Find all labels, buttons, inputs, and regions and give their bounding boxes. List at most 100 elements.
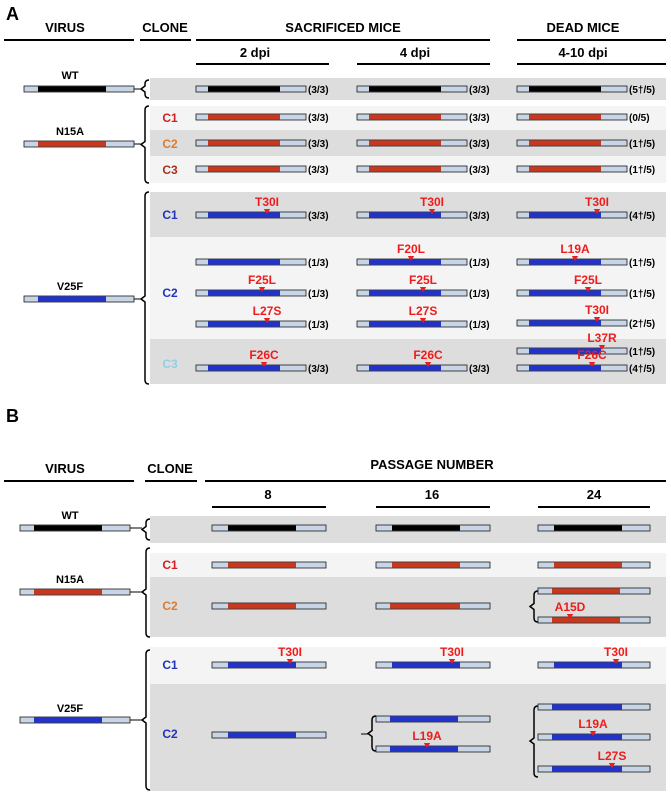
a-sub-dead: 4-10 dpi <box>558 45 607 60</box>
a-v-c2-d2_r2-count: (1/3) <box>308 289 329 300</box>
b-virus-v25f-genome-core <box>34 717 102 723</box>
b-wt-p16-genome-core <box>392 525 460 531</box>
a-wt-d4-genome-core <box>369 86 441 92</box>
a-n-c2-dead-genome <box>516 139 628 147</box>
a-v-c2-d4_r3-genome <box>356 320 468 328</box>
b-v-c2-p24-r2-genome-core <box>552 734 622 740</box>
a-v-c2-dead_r2-count: (1†/5) <box>629 289 655 300</box>
a-virus-n15a-genome <box>23 140 135 148</box>
a-v-c3-d4-count: (3/3) <box>469 364 490 375</box>
b-v-c1-p24-mut-label: T30I <box>604 645 628 659</box>
a-v-c2-dead_r1-genome <box>516 258 628 266</box>
a-v-c2-dead_r3-mut-marker <box>593 317 601 322</box>
a-virus-n15a-genome-core <box>38 141 106 147</box>
a-virus-wt-genome <box>23 85 135 93</box>
a-v-c1-d2-genome-core <box>208 212 280 218</box>
b-v-c2-p8-genome-core <box>228 732 296 738</box>
b-clone-n-c2: C2 <box>162 599 178 613</box>
b-v-c2-p8-genome <box>211 731 327 739</box>
a-v-c2-d4_r1-genome-core <box>369 259 441 265</box>
b-col-virus: VIRUS <box>45 461 85 476</box>
b-n-c2-p24-mut-marker <box>566 614 574 619</box>
a-v-c2-dead_r3-mut-label: T30I <box>585 303 609 317</box>
b-virus-v25f-genome <box>19 716 131 724</box>
a-v-c1-dead-mut-marker <box>593 209 601 214</box>
b-v-c1-p24-genome <box>537 661 651 669</box>
a-v-c2-d2_r1-genome-core <box>208 259 280 265</box>
a-n-c2-d2-genome-core <box>208 140 280 146</box>
a-clone-n-c1: C1 <box>162 111 178 125</box>
b-n-c2-p8-genome-core <box>228 603 296 609</box>
a-v-c2-d4_r2-count: (1/3) <box>469 289 490 300</box>
a-v-c2-d4_r1-mut-label: F20L <box>397 242 425 256</box>
b-v-c1-p8-genome <box>211 661 327 669</box>
panel-a-label: A <box>6 4 19 24</box>
b-v-c2-p24-r1-genome <box>537 703 651 711</box>
a-band-v-c3 <box>150 339 666 384</box>
a-v-c3-d2-mut-marker <box>260 362 268 367</box>
a-wt-d2-genome <box>195 85 307 93</box>
a-bracket-n15a <box>139 105 150 184</box>
a-v-c3-d4-genome <box>356 364 468 372</box>
a-v-c2-d4_r3-count: (1/3) <box>469 320 490 331</box>
b-v-c2-p24-mut2-label: L27S <box>598 749 627 763</box>
b-bracket-wt <box>140 518 151 541</box>
b-v-c2-p24-r2-genome <box>537 733 651 741</box>
a-v-c2-d4_r3-genome-core <box>369 321 441 327</box>
b-n-c1-p8-genome-core <box>228 562 296 568</box>
a-v-c2-d2_r1-count: (1/3) <box>308 258 329 269</box>
a-n-c1-d2-count: (3/3) <box>308 113 329 124</box>
b-v-c2-p24-r3-genome <box>537 765 651 773</box>
a-virus-v25f-genome-core <box>38 296 106 302</box>
a-n-c1-dead-genome-core <box>529 114 601 120</box>
a-v-c2-d2_r3-genome <box>195 320 307 328</box>
a-v-c1-dead-genome <box>516 211 628 219</box>
b-n-c2-p24-r1-genome <box>537 587 651 595</box>
b-clone-v-c2: C2 <box>162 727 178 741</box>
a-sub-4dpi: 4 dpi <box>400 45 430 60</box>
b-v-c2-p16-mut-label: L19A <box>412 729 442 743</box>
b-v-c2-p16-r2-genome <box>375 745 491 753</box>
a-v-c2-d2_r3-genome-core <box>208 321 280 327</box>
a-col-virus: VIRUS <box>45 20 85 35</box>
a-v-c3-d2-genome-core <box>208 365 280 371</box>
b-virus-n15a-genome <box>19 588 131 596</box>
a-v-c1-d2-genome <box>195 211 307 219</box>
a-v-c1-d4-genome <box>356 211 468 219</box>
a-v-c1-d4-genome-core <box>369 212 441 218</box>
a-v-c2-d4_r1-mut-marker <box>407 256 415 261</box>
a-v-c3-d2-mut-label: F26C <box>249 348 279 362</box>
a-v-c2-dead_r3-genome-core <box>529 320 601 326</box>
a-bracket-v25f <box>139 191 150 385</box>
a-wt-d4-count: (3/3) <box>469 85 490 96</box>
a-wt-dead-genome-core <box>529 86 601 92</box>
a-virus-n15a-label: N15A <box>56 126 84 138</box>
a-v-c1-dead-mut-label: T30I <box>585 195 609 209</box>
a-clone-n-c2: C2 <box>162 137 178 151</box>
a-v-c2-dead_r1-genome-core <box>529 259 601 265</box>
a-v-c2-dead_r2-mut-marker <box>584 287 592 292</box>
a-wt-dead-count: (5†/5) <box>629 85 655 96</box>
a-v-c3-dead-mut-marker <box>588 362 596 367</box>
a-virus-wt-label: WT <box>61 70 78 82</box>
a-sub-2dpi: 2 dpi <box>240 45 270 60</box>
b-v-c2-p16-r1-genome-core <box>390 716 458 722</box>
b-v-c1-p16-genome-core <box>392 662 460 668</box>
a-v-c3-dead-mut-label: F26C <box>577 348 607 362</box>
a-v-c2-d2_r3-count: (1/3) <box>308 320 329 331</box>
a-n-c3-d4-count: (3/3) <box>469 165 490 176</box>
a-v-c2-d4_r2-mut-marker <box>419 287 427 292</box>
a-v-c1-d2-mut-label: T30I <box>255 195 279 209</box>
b-sub-p16: 16 <box>425 487 439 502</box>
a-clone-n-c3: C3 <box>162 163 178 177</box>
b-sub-p24: 24 <box>587 487 602 502</box>
a-v-c2-d2_r3-mut-label: L27S <box>253 304 282 318</box>
a-col-sacrificed: SACRIFICED MICE <box>285 20 401 35</box>
b-clone-n-c1: C1 <box>162 558 178 572</box>
b-col-passage: PASSAGE NUMBER <box>370 457 494 472</box>
a-v-c2-d4_r2-mut-label: F25L <box>409 273 437 287</box>
a-n-c2-dead-count: (1†/5) <box>629 139 655 150</box>
b-v-c2-p24-mut1-marker <box>589 731 597 736</box>
b-virus-n15a-genome-core <box>34 589 102 595</box>
